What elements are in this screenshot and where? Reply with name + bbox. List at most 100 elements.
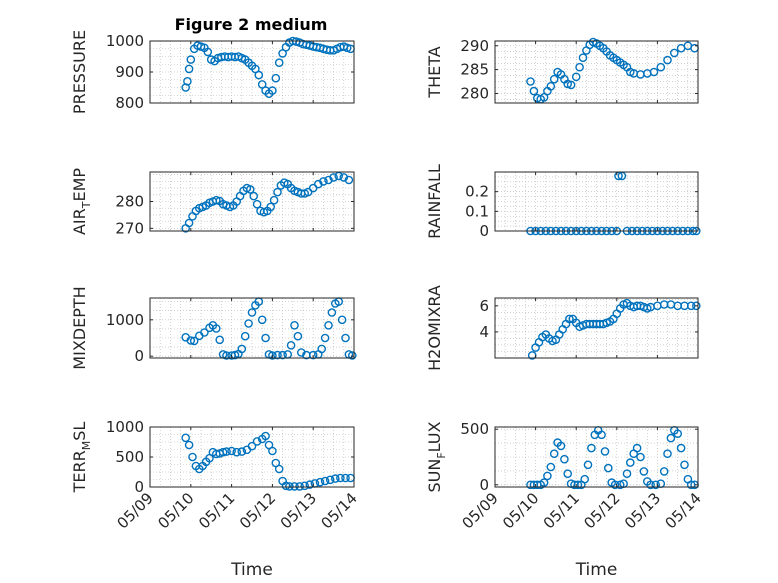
axes-box [494,426,699,488]
y-tick-label: 0 [134,478,144,496]
data-point [347,351,357,360]
y-axis-label: RAINFALL [425,164,444,239]
y-tick-label: 285 [460,61,489,79]
data-point [281,481,291,491]
x-tick-label: 05/13 [621,489,664,532]
subplot-terr-msl: 05001000TERRMSL05/0905/1005/1105/1205/13… [70,418,361,580]
axes-box [494,297,699,359]
y-tick-label: 0.2 [465,183,489,201]
data-point [300,481,310,491]
data-point [222,351,231,360]
data-point [670,48,679,58]
data-point [651,480,661,490]
data-point [278,350,287,360]
data-point [546,82,556,91]
data-point [273,187,282,197]
grid [494,427,699,487]
data-point [268,351,277,360]
data-point [244,319,253,328]
y-tick-label: 0 [134,347,144,365]
data-point [539,478,549,487]
data-point [320,333,330,343]
data-point [247,308,257,317]
data-point [269,195,279,205]
grid [494,41,699,103]
data-point [583,460,593,470]
data-point [587,443,596,453]
data-point [646,480,655,490]
y-tick-label: 280 [115,193,144,211]
y-axis-label: THETA [425,46,444,98]
data-point [181,433,190,443]
data-point [237,344,247,354]
y-tick-label: 6 [479,297,489,315]
data-point [566,80,576,90]
data-point [252,437,262,446]
y-tick-label: 290 [460,37,489,55]
subplot-rainfall: 0 0.10.2 RAINFALL [425,164,701,240]
data-point [692,301,701,311]
x-tick-label: 05/13 [277,489,320,532]
data-point [571,72,581,82]
series-markers [181,36,355,98]
figure-title: Figure 2 medium [175,15,328,34]
data-point [215,335,224,345]
data-point [211,195,221,205]
grid [149,298,355,358]
data-point [252,199,262,209]
x-axis-label: Time [575,560,618,580]
data-point [227,446,236,456]
x-tick-label: 05/10 [154,489,197,532]
data-point [529,86,539,96]
data-point [610,480,620,490]
y-tick-label: 1000 [106,311,144,329]
data-point [285,482,294,491]
data-point [573,480,583,490]
data-point [549,74,559,84]
data-point [290,320,299,330]
subplot-sun-flux: 0 500 SUNFLUX 05/0905/1005/1105/1205/1305/1… [425,420,705,580]
data-point [222,447,231,456]
data-point [597,430,606,440]
data-point [315,477,325,487]
y-tick-label: 500 [115,448,144,466]
data-point [329,173,338,182]
data-point [268,86,277,95]
data-point [556,441,566,451]
data-point [337,315,347,325]
data-point [659,467,669,476]
data-point [639,467,649,476]
data-point [656,62,666,72]
data-point [526,77,535,86]
data-point [261,333,270,343]
data-point [680,460,689,470]
y-tick-label: 280 [460,84,489,102]
data-point [232,447,241,457]
data-point [600,447,610,456]
y-axis-label: SUNFLUX [425,421,448,492]
data-point [183,77,192,86]
y-tick-label: 0.1 [465,202,489,220]
data-point [324,175,333,185]
data-point [249,191,258,201]
y-axis-label: H2OMIXRA [425,285,444,371]
data-point [295,482,304,491]
subplot-pressure: 800 900 1000 PRESSURE [70,30,355,114]
data-point [240,331,250,341]
data-point [266,202,276,212]
x-axis-label: Time [230,560,273,580]
y-tick-label: 500 [460,420,489,438]
data-point [636,452,645,462]
data-point [344,175,354,185]
data-point [580,474,590,484]
data-point [271,73,281,83]
data-point [290,482,299,491]
data-point [247,441,257,451]
series-markers [181,171,354,233]
data-point [186,55,196,64]
data-point [245,185,255,194]
y-axis-label: MIXDEPTH [70,286,89,369]
y-tick-label: 800 [115,94,144,112]
data-point [211,324,221,333]
